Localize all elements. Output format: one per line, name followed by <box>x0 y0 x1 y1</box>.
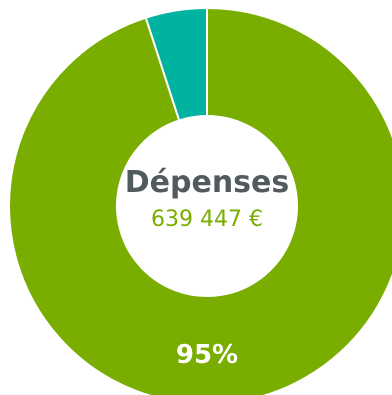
slice-1 <box>144 6 208 122</box>
donut-slices <box>8 6 392 395</box>
slice-0 <box>8 6 392 395</box>
center-title: Dépenses <box>125 165 290 200</box>
slice-label-0: 95% <box>176 340 238 370</box>
center-value: 639 447 € <box>151 207 263 232</box>
slice-labels: 95% <box>176 340 238 370</box>
